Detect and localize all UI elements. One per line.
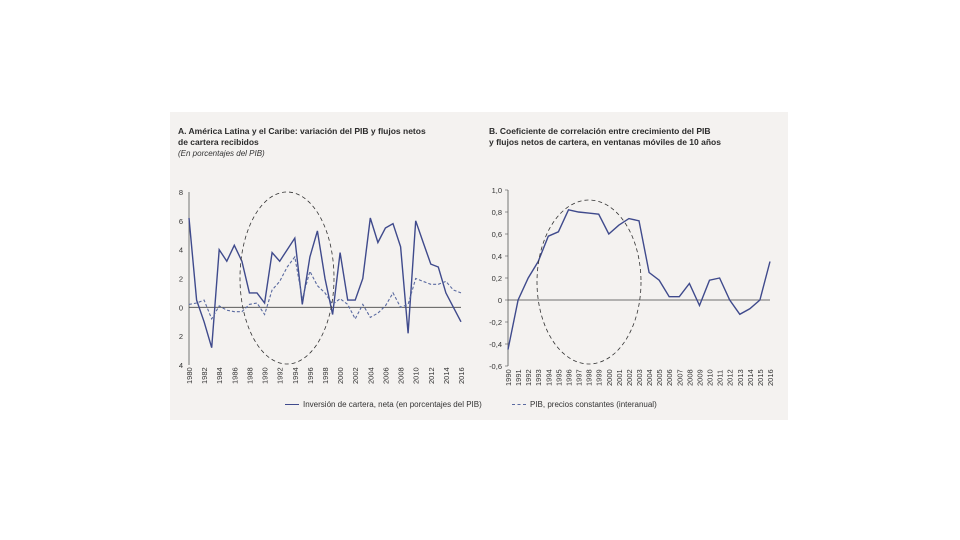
chart-a-x-tick-label: 2016 <box>457 367 466 384</box>
chart-a-x-tick-label: 1994 <box>291 367 300 384</box>
chart-a-x-tick-label: 1998 <box>321 367 330 384</box>
chart-b-x-tick-label: 1995 <box>554 369 563 386</box>
chart-b-title-line1: B. Coeficiente de correlación entre crec… <box>489 126 711 136</box>
chart-b-y-tick-label: -0,2 <box>489 318 502 327</box>
chart-b-x-tick-label: 2002 <box>625 369 634 386</box>
chart-b-x-tick-label: 2013 <box>736 369 745 386</box>
chart-a-x-tick-label: 2014 <box>442 367 451 384</box>
chart-b-x-tick-label: 2000 <box>605 369 614 386</box>
chart-b-x-tick-label: 1996 <box>564 369 573 386</box>
chart-b-x-tick-label: 1997 <box>575 369 584 386</box>
chart-b-x-tick-label: 2001 <box>615 369 624 386</box>
chart-a-y-tick-label: 2 <box>179 332 183 341</box>
chart-a-x-tick-label: 2004 <box>366 367 375 384</box>
chart-a-title-line1: A. América Latina y el Caribe: variación… <box>178 126 426 136</box>
chart-b-x-tick-label: 1991 <box>514 369 523 386</box>
chart-a-y-tick-label: 6 <box>179 217 183 226</box>
chart-b-correlation-line <box>507 208 771 350</box>
chart-b-x-tick-label: 1999 <box>595 369 604 386</box>
chart-b-x-tick-label: 2005 <box>655 369 664 386</box>
figure-panel <box>170 112 788 420</box>
chart-b-x-tick-label: 2007 <box>675 369 684 386</box>
legend-dashed-swatch <box>512 404 526 406</box>
chart-a-x-tick-label: 2000 <box>336 367 345 384</box>
chart-a-x-tick-label: 1996 <box>306 367 315 384</box>
chart-b-x-tick-label: 2009 <box>695 369 704 386</box>
chart-b-y-tick-label: -0,4 <box>489 340 502 349</box>
chart-b-y-tick-label: 0,2 <box>492 274 502 283</box>
chart-b-x-tick-label: 1998 <box>585 369 594 386</box>
chart-a-series-pib-line <box>188 255 462 321</box>
chart-b-x-tick-label: 2006 <box>665 369 674 386</box>
chart-b-y-tick-label: -0,6 <box>489 362 502 371</box>
chart-a-legend-2: PIB, precios constantes (interanual) <box>512 400 657 409</box>
chart-a-y-tick-label: 0 <box>179 303 183 312</box>
chart-a-x-tick-label: 1980 <box>185 367 194 384</box>
chart-a-x-tick-label: 2012 <box>427 367 436 384</box>
chart-a-title-line2: de cartera recibidos <box>178 137 259 147</box>
chart-a-y-tick-label: 4 <box>179 361 183 370</box>
chart-b-x-tick-label: 1990 <box>504 369 513 386</box>
chart-b-highlight-ellipse <box>536 199 642 365</box>
chart-a-x-tick-label: 1984 <box>215 367 224 384</box>
chart-b-x-tick-label: 2011 <box>716 370 725 386</box>
chart-b-x-tick-label: 2003 <box>635 369 644 386</box>
chart-b-x-tick-label: 2010 <box>706 369 715 386</box>
chart-a-y-tick-label: 2 <box>179 275 183 284</box>
chart-b-x-tick-label: 1992 <box>524 369 533 386</box>
legend-series-1-label: Inversión de cartera, neta (en porcentaj… <box>303 400 482 409</box>
chart-b-y-tick-label: 0,6 <box>492 230 502 239</box>
legend-solid-swatch <box>285 404 299 406</box>
chart-a-subtitle: (En porcentajes del PIB) <box>178 149 265 158</box>
chart-a-x-tick-label: 2008 <box>397 367 406 384</box>
chart-b-y-tick-label: 1,0 <box>492 186 502 195</box>
chart-a-x-tick-label: 2002 <box>351 367 360 384</box>
chart-b-y-tick-label: 0,4 <box>492 252 502 261</box>
chart-a-x-tick-label: 1990 <box>261 367 270 384</box>
chart-b-x-tick-label: 2015 <box>756 369 765 386</box>
chart-a-series-inversion-line <box>188 217 462 348</box>
chart-a-x-tick-label: 1988 <box>245 367 254 384</box>
chart-a-x-tick-label: 2006 <box>381 367 390 384</box>
chart-a-x-tick-label: 1982 <box>200 367 209 384</box>
chart-a-highlight-ellipse <box>239 191 335 365</box>
legend-series-2-label: PIB, precios constantes (interanual) <box>530 400 657 409</box>
chart-b-x-tick-label: 2004 <box>645 369 654 386</box>
chart-a-legend: Inversión de cartera, neta (en porcentaj… <box>285 400 482 409</box>
chart-a-x-tick-label: 1986 <box>230 367 239 384</box>
chart-a-x-tick-label: 2010 <box>412 367 421 384</box>
chart-b-title-line2: y flujos netos de cartera, en ventanas m… <box>489 137 721 147</box>
chart-b-x-tick-label: 2012 <box>726 369 735 386</box>
chart-b-x-tick-label: 2008 <box>685 369 694 386</box>
chart-b-x-tick-label: 1993 <box>534 369 543 386</box>
chart-b-y-tick-label: 0,8 <box>492 208 502 217</box>
chart-a-x-tick-label: 1992 <box>276 367 285 384</box>
chart-b-x-tick-label: 2016 <box>766 369 775 386</box>
chart-b-x-tick-label: 2014 <box>746 369 755 386</box>
chart-b-y-tick-label: 0 <box>498 296 502 305</box>
chart-a-y-tick-label: 8 <box>179 188 183 197</box>
chart-b-x-tick-label: 1994 <box>544 369 553 386</box>
chart-a-y-tick-label: 4 <box>179 246 183 255</box>
